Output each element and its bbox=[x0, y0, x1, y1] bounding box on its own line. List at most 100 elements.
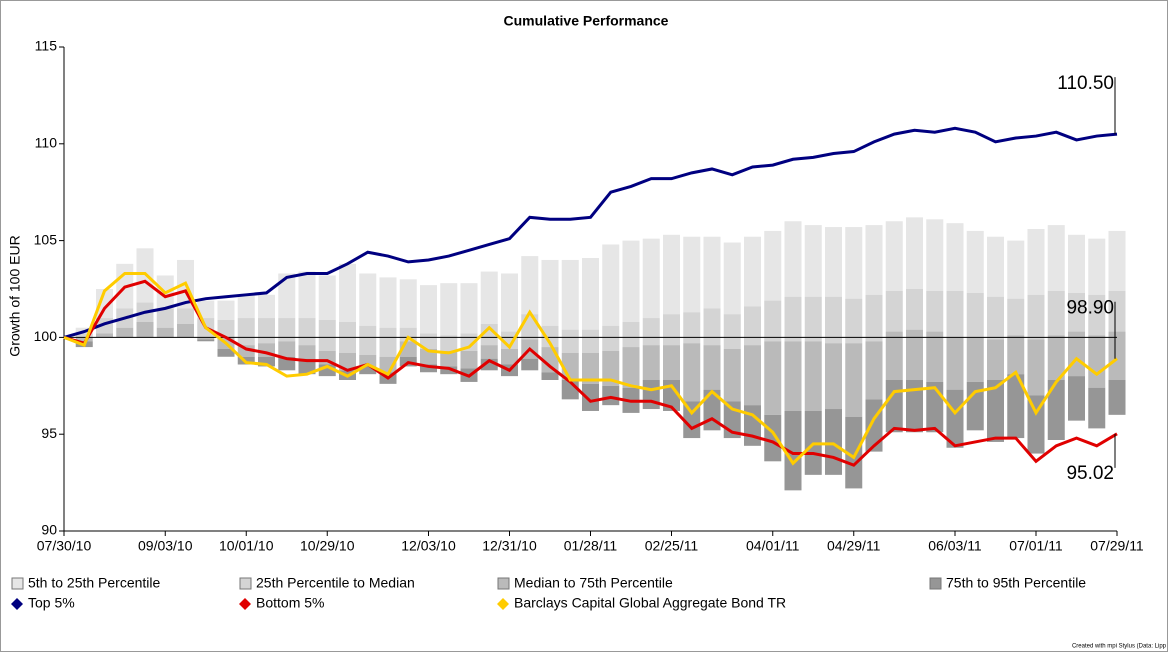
band-bar bbox=[642, 379, 660, 410]
band-bar bbox=[825, 409, 842, 475]
legend-marker bbox=[239, 598, 251, 610]
line-series bbox=[63, 126, 1118, 339]
legend-swatch bbox=[929, 577, 942, 590]
band-bar bbox=[703, 236, 721, 309]
x-tick-label: 01/28/11 bbox=[564, 538, 618, 554]
band-bar bbox=[1108, 230, 1126, 291]
band-bar bbox=[359, 273, 377, 326]
band-bar bbox=[784, 296, 802, 342]
band-bar bbox=[1027, 294, 1045, 340]
band-bar bbox=[642, 318, 660, 346]
band-bar bbox=[359, 366, 377, 375]
band-bar bbox=[298, 358, 316, 375]
band-bar bbox=[946, 290, 964, 338]
band-bar bbox=[1068, 331, 1085, 377]
band-bar bbox=[258, 356, 275, 367]
band-bar bbox=[156, 327, 174, 338]
band-bar bbox=[1088, 238, 1106, 295]
x-tick-label: 09/03/10 bbox=[138, 538, 193, 554]
band-bar bbox=[501, 273, 518, 332]
legend-marker bbox=[11, 598, 23, 610]
band-bar bbox=[642, 345, 660, 380]
band-bar bbox=[1108, 331, 1126, 380]
x-tick-label: 06/03/11 bbox=[928, 538, 982, 554]
band-bar bbox=[663, 345, 680, 380]
legend-swatch bbox=[497, 577, 510, 590]
band-bar bbox=[1027, 339, 1045, 396]
band-bar bbox=[1007, 298, 1025, 336]
band-bar bbox=[359, 325, 377, 355]
band-bar bbox=[845, 298, 863, 344]
band-bar bbox=[946, 223, 964, 291]
band-bar bbox=[379, 277, 397, 328]
band-bar bbox=[966, 292, 984, 338]
band-bar bbox=[825, 227, 842, 297]
y-tick-label: 105 bbox=[34, 231, 58, 247]
y-tick-label: 110 bbox=[35, 135, 58, 151]
band-bar bbox=[298, 345, 316, 359]
legend-label: Median to 75th Percentile bbox=[514, 575, 673, 591]
line-series bbox=[63, 279, 1118, 467]
band-bar bbox=[197, 337, 215, 340]
legend-label: 75th to 95th Percentile bbox=[946, 575, 1086, 591]
band-bar bbox=[845, 416, 863, 489]
legend-label: 5th to 25th Percentile bbox=[28, 575, 161, 591]
legend-label: Barclays Capital Global Aggregate Bond T… bbox=[514, 595, 786, 611]
band-bar bbox=[75, 333, 93, 338]
band-bar bbox=[663, 234, 680, 315]
band-bar bbox=[683, 312, 701, 344]
band-bar bbox=[744, 345, 761, 406]
x-tick-label: 12/03/10 bbox=[401, 538, 456, 554]
band-bar bbox=[1068, 376, 1085, 421]
band-bar bbox=[237, 318, 255, 346]
band-bar bbox=[379, 327, 397, 357]
x-tick-label: 07/01/11 bbox=[1009, 538, 1063, 554]
band-bar bbox=[723, 349, 741, 402]
band-bar bbox=[582, 258, 599, 330]
band-bar bbox=[541, 372, 559, 380]
band-bar bbox=[359, 354, 377, 367]
band-bar bbox=[177, 323, 194, 338]
band-bar bbox=[420, 364, 437, 373]
band-bar bbox=[906, 379, 923, 433]
band-bar bbox=[946, 389, 964, 448]
band-bar bbox=[501, 349, 518, 365]
value-label: 110.50 bbox=[1057, 73, 1114, 94]
x-tick-label: 10/01/10 bbox=[219, 538, 274, 554]
band-bar bbox=[480, 345, 498, 359]
band-bar bbox=[318, 319, 336, 351]
band-bar bbox=[561, 259, 579, 330]
legend-marker bbox=[497, 598, 509, 610]
x-tick-label: 10/29/10 bbox=[300, 538, 355, 554]
band-bar bbox=[784, 221, 802, 297]
band-bar bbox=[420, 349, 437, 365]
band-bar bbox=[440, 283, 458, 336]
band-bar bbox=[96, 289, 113, 319]
band-bar bbox=[258, 294, 275, 319]
band-bar bbox=[906, 217, 923, 289]
band-bar bbox=[561, 329, 579, 353]
band-bar bbox=[217, 300, 235, 320]
band-bar bbox=[845, 227, 863, 299]
band-bar bbox=[926, 219, 944, 291]
band-bar bbox=[1007, 374, 1025, 439]
band-bar bbox=[541, 325, 559, 348]
band-bar bbox=[804, 225, 822, 297]
band-bar bbox=[764, 341, 782, 415]
line-series bbox=[63, 272, 1118, 466]
band-bar bbox=[217, 319, 235, 338]
band-bar bbox=[1027, 395, 1045, 454]
band-bar bbox=[966, 337, 984, 382]
band-bar bbox=[75, 337, 93, 342]
y-tick-label: 100 bbox=[34, 328, 58, 344]
footer: Created with mpi Stylus (Data: Lipp bbox=[1072, 644, 1167, 650]
band-bar bbox=[1007, 335, 1025, 375]
band-bar bbox=[1007, 240, 1025, 299]
band-bar bbox=[906, 289, 923, 330]
y-tick-label: 90 bbox=[41, 522, 57, 538]
legend-label: 25th Percentile to Median bbox=[256, 575, 415, 591]
y-tick-label: 95 bbox=[41, 425, 57, 441]
band-bar bbox=[764, 414, 782, 462]
band-bar bbox=[1047, 379, 1065, 441]
